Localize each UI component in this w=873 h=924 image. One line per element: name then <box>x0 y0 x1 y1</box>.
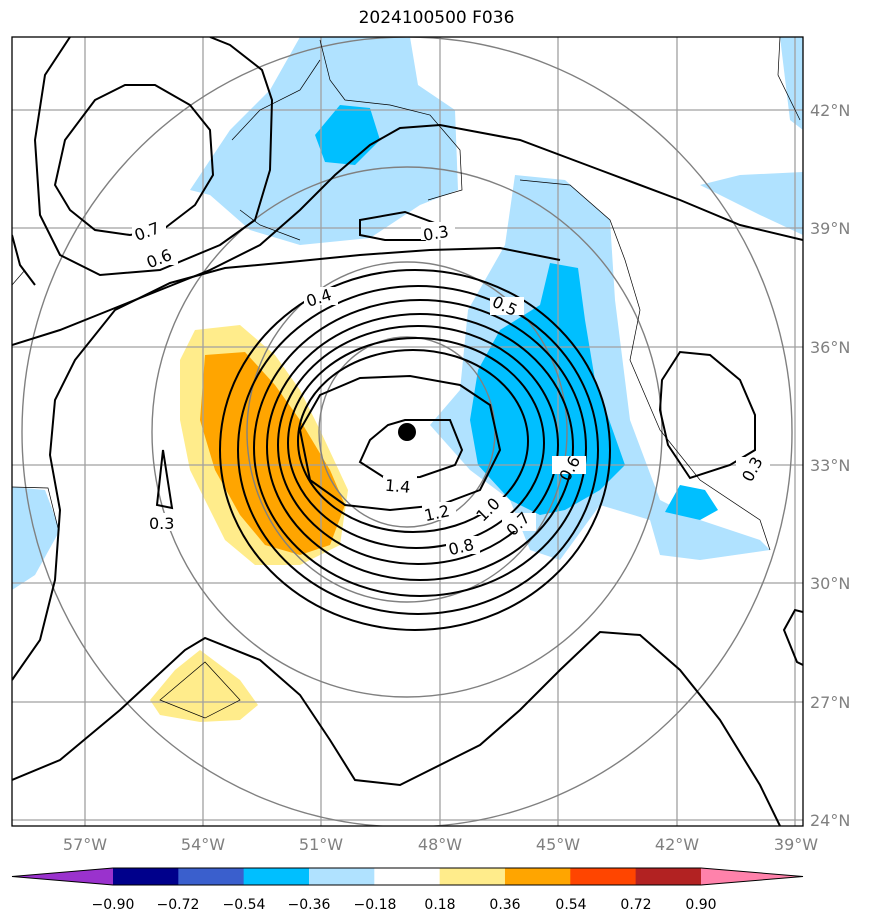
colorbar-tick-label: −0.54 <box>223 897 266 913</box>
lon-tick-label: 42°W <box>655 835 699 854</box>
lat-tick-label: 42°N <box>810 101 850 120</box>
zero-contour <box>12 37 801 719</box>
lon-tick-label: 54°W <box>181 835 225 854</box>
colorbar-segment <box>243 868 310 885</box>
colorbar-tick-label: 0.36 <box>489 897 520 913</box>
colorbar-segment <box>439 868 506 885</box>
colorbar-tick-label: −0.18 <box>354 897 397 913</box>
colorbar-tick-label: 0.18 <box>424 897 455 913</box>
lat-tick-label: 24°N <box>810 811 850 830</box>
contour-label: 0.3 <box>149 514 174 533</box>
colorbar-extend-high <box>700 868 803 885</box>
map-title: 2024100500 F036 <box>358 8 515 28</box>
colorbar-segment <box>308 868 375 885</box>
contour-label: 1.2 <box>422 501 451 525</box>
lon-tick-label: 57°W <box>63 835 107 854</box>
colorbar-labels: −0.90 −0.72 −0.54 −0.36 −0.18 0.18 0.36 … <box>92 897 717 913</box>
lon-tick-label: 45°W <box>536 835 580 854</box>
colorbar-segment <box>570 868 637 885</box>
lat-tick-label: 33°N <box>810 456 850 475</box>
lon-tick-label: 51°W <box>299 835 343 854</box>
lat-tick-labels: 42°N 39°N 36°N 33°N 30°N 27°N 24°N <box>810 101 850 830</box>
lat-tick-label: 27°N <box>810 693 850 712</box>
colorbar-segment <box>374 868 441 885</box>
colorbar-tick-label: −0.72 <box>157 897 200 913</box>
colorbar-segment <box>178 868 245 885</box>
colorbar-tick-label: −0.36 <box>288 897 331 913</box>
colorbar-tick-label: −0.90 <box>92 897 135 913</box>
storm-center-marker <box>398 423 416 441</box>
colorbar-extend-low <box>12 868 113 885</box>
colorbar <box>11 867 804 886</box>
contour-label: 1.4 <box>384 476 411 497</box>
lat-tick-label: 39°N <box>810 219 850 238</box>
plot-area: 0.7 0.6 0.3 0.4 0.5 1.4 1.2 1.0 0.8 0.7 … <box>12 37 803 826</box>
lon-tick-labels: 57°W 54°W 51°W 48°W 45°W 42°W 39°W <box>63 835 818 854</box>
colorbar-outline <box>11 867 804 886</box>
lon-tick-label: 39°W <box>774 835 818 854</box>
lat-tick-label: 30°N <box>810 574 850 593</box>
plot-frame <box>11 36 804 827</box>
colorbar-segment <box>113 868 179 885</box>
lat-tick-label: 36°N <box>810 338 850 357</box>
colorbar-tick-label: 0.72 <box>620 897 651 913</box>
lon-tick-label: 48°W <box>418 835 462 854</box>
contour-label: 0.3 <box>422 222 450 245</box>
colorbar-segment <box>504 868 571 885</box>
contour-labels: 0.7 0.6 0.3 0.4 0.5 1.4 1.2 1.0 0.8 0.7 … <box>132 218 770 559</box>
colorbar-segment <box>635 868 702 885</box>
colorbar-tick-label: 0.90 <box>685 897 716 913</box>
positive-shading-strong <box>200 352 345 555</box>
colorbar-tick-label: 0.54 <box>555 897 586 913</box>
height-contours <box>12 37 803 826</box>
